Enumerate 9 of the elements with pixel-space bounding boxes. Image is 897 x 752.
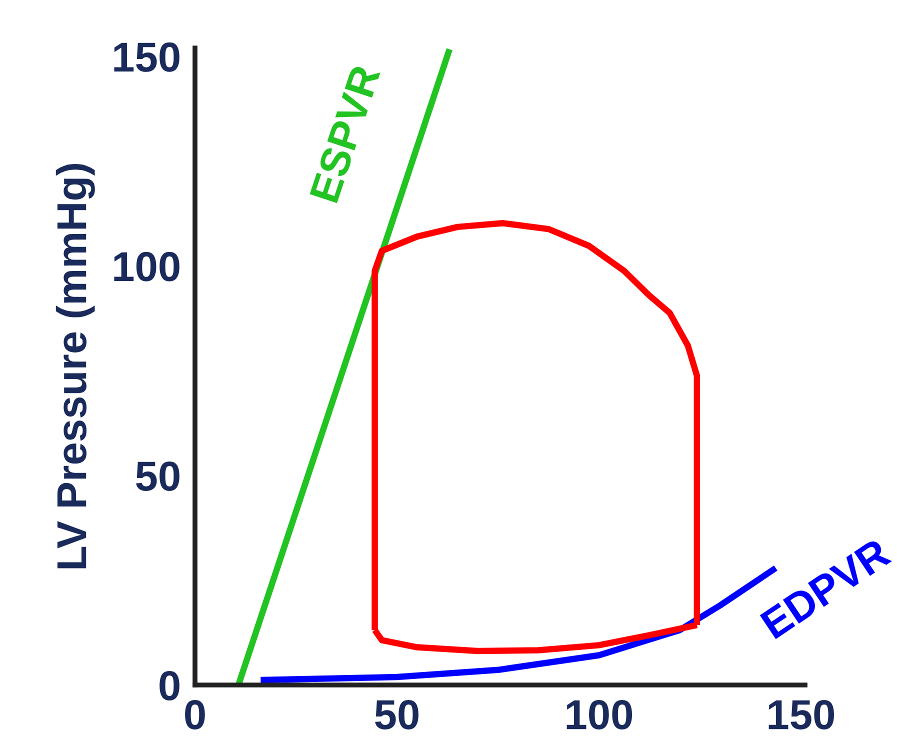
x-tick-label: 50: [375, 700, 418, 730]
y-tick-label: 50: [136, 461, 180, 491]
y-tick-label: 150: [114, 42, 180, 72]
y-tick-label: 100: [114, 252, 180, 282]
x-tick-label: 0: [185, 700, 205, 730]
x-tick-label: 100: [566, 700, 632, 730]
y-axis-title: LV Pressure (mmHg): [56, 164, 95, 568]
x-tick-label: 150: [768, 700, 834, 730]
y-tick-label: 0: [160, 671, 180, 701]
